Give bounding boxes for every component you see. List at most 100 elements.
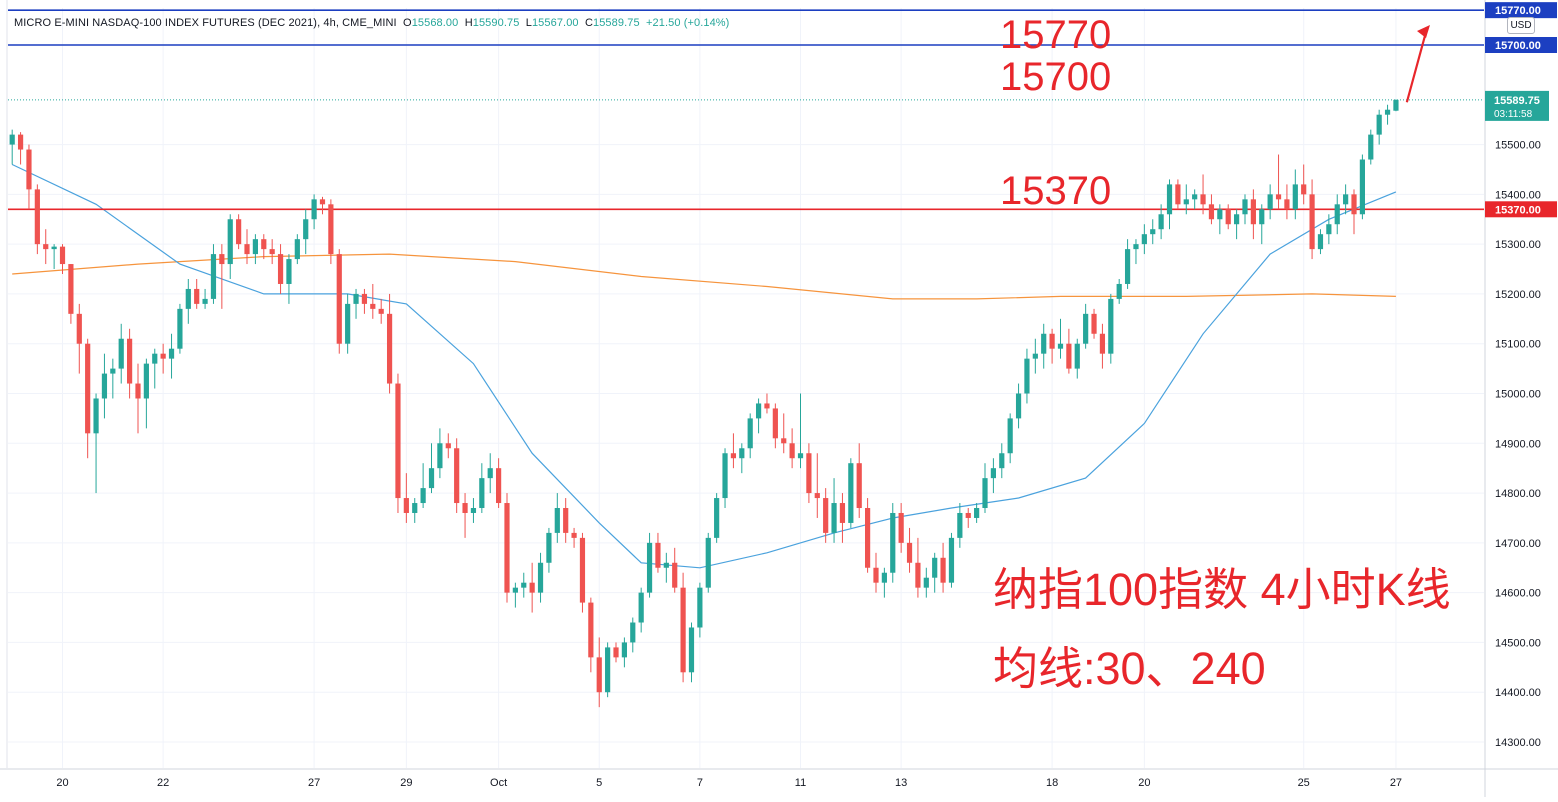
candle-down — [1208, 194, 1215, 225]
candle-body — [697, 587, 703, 628]
candle-down — [1351, 189, 1357, 235]
candle-down — [781, 413, 787, 454]
candle-body — [1368, 134, 1374, 160]
candle-up — [1041, 323, 1047, 369]
candle-body — [1175, 184, 1181, 205]
candle-body — [76, 313, 82, 344]
candle-body — [1007, 418, 1013, 454]
candle-down — [219, 244, 225, 309]
candle-up — [1292, 169, 1298, 220]
candle-down — [1309, 179, 1315, 260]
candle-up — [353, 288, 359, 319]
candle-body — [621, 642, 627, 658]
annotation-15370: 15370 — [1000, 169, 1112, 213]
candle-body — [110, 368, 116, 374]
candle-up — [1334, 194, 1340, 235]
candle-body — [546, 532, 552, 563]
candle-body — [563, 508, 569, 533]
candle-body — [814, 493, 820, 499]
candle-down — [319, 196, 326, 215]
candle-up — [999, 443, 1005, 479]
candle-body — [286, 259, 292, 284]
candle-body — [781, 438, 787, 444]
candle-down — [1200, 174, 1206, 215]
candle-down — [1049, 328, 1055, 364]
candle-body — [420, 488, 426, 504]
candle-body — [261, 239, 267, 250]
candle-body — [85, 343, 91, 434]
currency-button[interactable]: USD — [1507, 17, 1535, 34]
candle-body — [831, 503, 837, 533]
candle-body — [714, 498, 720, 538]
level-label-text: 15770.00 — [1495, 5, 1541, 17]
level-label-text: 15700.00 — [1495, 40, 1541, 52]
candle-body — [755, 403, 762, 419]
candle-up — [957, 503, 963, 548]
candle-down — [386, 293, 393, 394]
candle-body — [328, 204, 334, 255]
horizontal-lines[interactable] — [8, 9, 1484, 211]
candle-up — [1015, 383, 1022, 429]
candle-down — [839, 493, 846, 543]
candle-body — [1183, 199, 1189, 205]
candle-up — [974, 503, 980, 523]
candle-body — [965, 512, 971, 518]
candle-body — [1015, 393, 1022, 419]
candle-down — [269, 239, 275, 265]
candle-body — [521, 582, 527, 588]
candle-up — [101, 353, 108, 419]
candle-body — [1234, 214, 1240, 225]
candle-body — [143, 363, 149, 399]
candle-up — [1192, 189, 1198, 210]
candle-up — [1007, 413, 1013, 464]
candle-body — [906, 542, 913, 563]
candle-down — [873, 552, 879, 593]
x-tick-label: 27 — [1390, 777, 1402, 789]
candle-up — [705, 532, 711, 593]
candle-body — [345, 303, 351, 344]
candle-down — [43, 229, 49, 265]
candle-body — [739, 448, 745, 459]
x-tick-label: 11 — [795, 777, 806, 789]
candle-up — [479, 463, 485, 513]
candle-body — [496, 468, 502, 504]
candle-down — [806, 443, 812, 504]
candle-down — [76, 303, 82, 374]
candle-up — [202, 288, 208, 309]
candle-up — [1133, 239, 1139, 265]
last-price-value: 15589.75 — [1494, 95, 1540, 107]
candle-up — [797, 393, 804, 469]
candle-down — [127, 328, 133, 399]
candle-body — [1259, 209, 1265, 225]
candle-body — [898, 512, 904, 543]
candle-body — [638, 592, 644, 623]
candle-up — [546, 527, 552, 573]
candle-body — [378, 308, 384, 314]
candle-body — [336, 254, 342, 344]
candle-body — [1150, 229, 1156, 235]
candle-up — [1234, 209, 1240, 240]
candle-up — [1343, 184, 1349, 215]
candle-body — [999, 453, 1005, 469]
candle-body — [1141, 234, 1147, 245]
candle-down — [236, 214, 242, 250]
candle-body — [479, 478, 485, 509]
candle-down — [395, 373, 401, 513]
close-label: C — [584, 17, 593, 29]
candle-up — [663, 552, 669, 583]
ma30-path — [11, 163, 1397, 569]
candle-down — [898, 503, 904, 553]
arrow-shaft — [1405, 31, 1428, 103]
candle-down — [403, 473, 409, 523]
candle-up — [990, 458, 996, 494]
candle-body — [1057, 343, 1064, 349]
candle-down — [1175, 179, 1181, 210]
candle-body — [1217, 209, 1223, 220]
candle-down — [370, 283, 376, 319]
candle-up — [1166, 179, 1173, 230]
open-value: 15568.00 — [411, 17, 459, 29]
level-label-text: 15370.00 — [1495, 204, 1541, 216]
open-label: O — [403, 17, 412, 29]
